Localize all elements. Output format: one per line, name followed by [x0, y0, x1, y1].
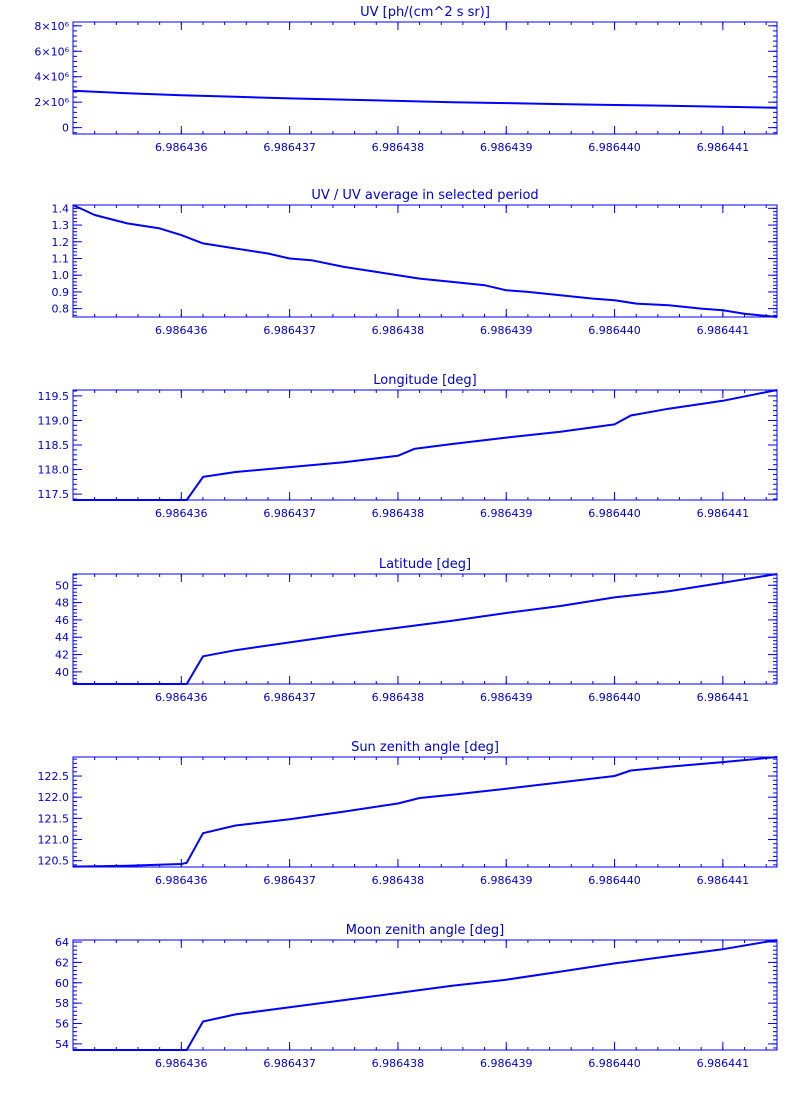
chart-panel-2: UV / UV average in selected period 6.9864…: [52, 188, 778, 337]
y-tick-label: 118.5: [38, 439, 70, 452]
x-tick-label: 6.986436: [155, 324, 208, 337]
x-tick-label: 6.986439: [480, 874, 533, 887]
x-tick-label: 6.986438: [372, 874, 425, 887]
x-tick-label: 6.986438: [372, 691, 425, 704]
x-tick-label: 6.986437: [263, 874, 316, 887]
chart-panel-4: Latitude [deg] 6.986436 6.986437 6.986438 6.…: [55, 557, 778, 704]
x-tick-label: 6.986440: [588, 507, 641, 520]
y-tick-label: 40: [55, 666, 69, 679]
x-tick-label: 6.986437: [263, 141, 316, 154]
x-tick-label: 6.986436: [155, 691, 208, 704]
y-tick-label: 46: [55, 614, 69, 627]
chart-panel-1: UV [ph/(cm^2 s sr)] 6.986436 6.986437 6.986…: [34, 5, 778, 154]
y-tick-label: 119.5: [38, 390, 70, 403]
y-tick-label: 121.0: [38, 834, 70, 847]
x-tick-label: 6.986440: [588, 141, 641, 154]
chart-title: Sun zenith angle [deg]: [351, 740, 499, 755]
y-tick-label: 0.8: [52, 303, 70, 316]
y-tick-label: 119.0: [38, 414, 70, 427]
chart-panel-6: Moon zenith angle [deg] 6.986436 6.986437 6…: [55, 923, 778, 1070]
chart-title: Moon zenith angle [deg]: [346, 923, 504, 938]
x-tick-label: 6.986438: [372, 324, 425, 337]
plot-frame: [72, 756, 778, 868]
y-tick-label: 60: [55, 977, 69, 990]
y-tick-label: 117.5: [38, 488, 70, 501]
y-tick-label: 0: [62, 122, 69, 135]
y-tick-label: 44: [55, 631, 69, 644]
x-tick-label: 6.986439: [480, 507, 533, 520]
series-line: [73, 389, 778, 501]
y-tick-label: 6×10⁶: [34, 45, 69, 58]
x-tick-label: 6.986439: [480, 324, 533, 337]
series-line: [72, 756, 778, 868]
x-tick-label: 6.986436: [155, 141, 208, 154]
x-tick-label: 6.986437: [263, 324, 316, 337]
y-tick-label: 1.4: [52, 202, 70, 215]
y-tick-label: 64: [55, 936, 69, 949]
x-tick-label: 6.986440: [588, 324, 641, 337]
y-tick-label: 118.0: [38, 464, 70, 477]
x-tick-label: 6.986438: [372, 1057, 425, 1070]
y-tick-label: 1.3: [52, 219, 70, 232]
chart-title: UV [ph/(cm^2 s sr)]: [360, 5, 490, 20]
x-tick-label: 6.986441: [697, 691, 750, 704]
y-tick-label: 121.5: [38, 812, 70, 825]
y-tick-label: 4×10⁶: [34, 71, 69, 84]
series-line: [72, 204, 778, 318]
y-tick-label: 50: [55, 579, 69, 592]
x-tick-label: 6.986439: [480, 1057, 533, 1070]
x-tick-label: 6.986437: [263, 691, 316, 704]
y-tick-label: 1.2: [52, 236, 70, 249]
x-tick-label: 6.986441: [697, 874, 750, 887]
y-tick-label: 2×10⁶: [34, 96, 69, 109]
y-tick-label: 1.1: [52, 252, 70, 265]
y-tick-label: 0.9: [52, 286, 70, 299]
x-tick-label: 6.986436: [155, 874, 208, 887]
plot-frame: [72, 389, 778, 501]
y-tick-label: 1.0: [52, 269, 70, 282]
x-tick-label: 6.986439: [480, 141, 533, 154]
x-tick-label: 6.986438: [372, 141, 425, 154]
y-tick-label: 58: [55, 997, 69, 1010]
y-tick-label: 122.5: [38, 770, 70, 783]
plot-frame: [72, 204, 778, 318]
x-tick-label: 6.986440: [588, 874, 641, 887]
plot-frame: [72, 573, 778, 685]
x-tick-label: 6.986441: [697, 1057, 750, 1070]
x-tick-label: 6.986437: [263, 507, 316, 520]
series-line: [73, 939, 778, 1051]
y-tick-label: 54: [55, 1038, 69, 1051]
y-tick-label: 48: [55, 597, 69, 610]
y-tick-label: 8×10⁶: [34, 20, 69, 33]
x-tick-label: 6.986436: [155, 1057, 208, 1070]
chart-panel-3: Longitude [deg] 6.986436 6.986437 6.986438 6…: [38, 373, 778, 520]
plot-frame: [72, 21, 778, 135]
y-tick-label: 120.5: [38, 855, 70, 868]
y-tick-label: 42: [55, 649, 69, 662]
x-tick-label: 6.986440: [588, 691, 641, 704]
x-tick-label: 6.986440: [588, 1057, 641, 1070]
x-tick-label: 6.986437: [263, 1057, 316, 1070]
chart-title: Longitude [deg]: [373, 373, 476, 388]
x-tick-label: 6.986441: [697, 141, 750, 154]
x-tick-label: 6.986441: [697, 507, 750, 520]
y-tick-label: 122.0: [38, 791, 70, 804]
chart-panel-5: Sun zenith angle [deg] 6.986436 6.986437 6.…: [38, 740, 778, 887]
y-tick-label: 62: [55, 956, 69, 969]
x-tick-label: 6.986438: [372, 507, 425, 520]
series-line: [72, 89, 778, 109]
chart-title: Latitude [deg]: [379, 557, 471, 572]
x-tick-label: 6.986439: [480, 691, 533, 704]
x-tick-label: 6.986441: [697, 324, 750, 337]
series-line: [73, 573, 778, 685]
y-tick-label: 56: [55, 1018, 69, 1031]
chart-title: UV / UV average in selected period: [311, 188, 538, 203]
x-tick-label: 6.986436: [155, 507, 208, 520]
